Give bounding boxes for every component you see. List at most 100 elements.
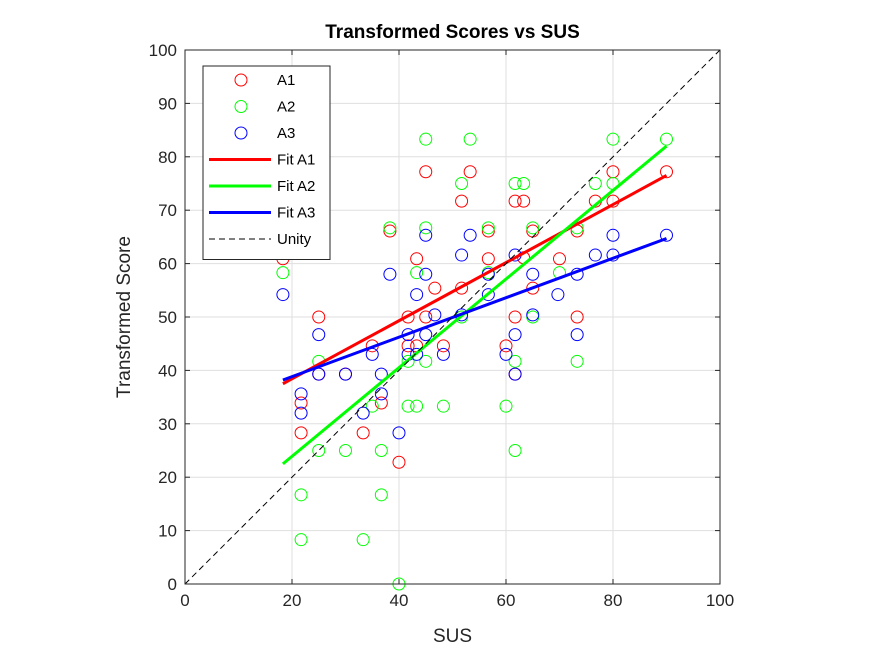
legend-swatch-a1 bbox=[234, 73, 248, 87]
x-axis-label: SUS bbox=[433, 626, 472, 647]
a3-point bbox=[419, 228, 433, 242]
a1-point bbox=[401, 310, 415, 324]
a3-point bbox=[410, 288, 424, 302]
y-tick-label: 70 bbox=[158, 201, 177, 220]
y-tick-label: 10 bbox=[158, 522, 177, 541]
a1-point bbox=[419, 310, 433, 324]
a2-point bbox=[374, 444, 388, 457]
a2-point bbox=[526, 221, 540, 235]
legend-label-a3: A3 bbox=[277, 125, 295, 142]
legend-label-a1: A1 bbox=[277, 72, 295, 89]
a1-point bbox=[570, 310, 584, 324]
a3-point bbox=[508, 367, 522, 381]
a1-point bbox=[294, 426, 308, 440]
a2-point bbox=[276, 266, 290, 280]
x-tick-label: 80 bbox=[604, 591, 623, 610]
a2-point bbox=[419, 354, 433, 368]
legend-swatch-a3 bbox=[234, 126, 248, 140]
a2-point bbox=[481, 221, 495, 235]
a3-point bbox=[463, 228, 477, 242]
a3-point bbox=[526, 308, 540, 322]
x-tick-label: 100 bbox=[706, 591, 734, 610]
a1-point bbox=[374, 396, 388, 410]
x-tick-label: 0 bbox=[180, 591, 189, 610]
a3-point bbox=[508, 328, 522, 342]
a1-point bbox=[312, 310, 326, 324]
grid bbox=[184, 49, 721, 585]
a3-point bbox=[499, 347, 513, 361]
a1-point bbox=[499, 339, 513, 353]
a1-point bbox=[517, 194, 531, 208]
a2-point bbox=[588, 177, 602, 190]
fit-a1-line bbox=[282, 174, 668, 386]
legend-label-fit-a2: Fit A2 bbox=[277, 178, 315, 195]
y-tick-label: 40 bbox=[158, 361, 177, 380]
a3-point bbox=[312, 328, 326, 342]
a1-point bbox=[526, 281, 540, 295]
axes: 0 20 40 60 80 100 0 10 20 30 40 50 60 70 80 90 100 bbox=[149, 41, 735, 610]
a2-point bbox=[410, 399, 424, 413]
a3-point bbox=[660, 228, 673, 242]
a2-point bbox=[401, 399, 415, 413]
chart-title: Transformed Scores vs SUS bbox=[325, 22, 580, 43]
a3-point bbox=[455, 248, 469, 262]
a3-point bbox=[374, 367, 388, 381]
a3-point bbox=[294, 387, 308, 401]
a3-point bbox=[436, 347, 450, 361]
a3-point bbox=[419, 267, 433, 281]
a3-point bbox=[606, 228, 620, 242]
a1-point bbox=[508, 194, 522, 208]
a3-point bbox=[356, 406, 370, 420]
y-tick-label: 50 bbox=[158, 308, 177, 327]
a2-point bbox=[570, 354, 584, 368]
a1-point bbox=[481, 224, 495, 238]
a3-point bbox=[276, 288, 290, 302]
a2-point bbox=[312, 444, 326, 457]
a1-point bbox=[428, 281, 442, 295]
a2-point bbox=[294, 533, 308, 547]
a2-point bbox=[606, 132, 620, 146]
a3-point bbox=[588, 248, 602, 262]
a3-point bbox=[392, 426, 406, 440]
a1-point bbox=[410, 252, 424, 266]
a1-point bbox=[455, 194, 469, 208]
a3-point bbox=[428, 308, 442, 322]
a2-point bbox=[374, 488, 388, 502]
legend-label-fit-a3: Fit A3 bbox=[277, 205, 315, 222]
fit-a3-line bbox=[282, 237, 668, 382]
a2-point bbox=[508, 444, 522, 457]
a2-point bbox=[455, 177, 469, 190]
y-tick-label: 0 bbox=[168, 575, 177, 594]
a3-point bbox=[481, 288, 495, 302]
a2-point bbox=[508, 177, 522, 190]
x-tick-label: 40 bbox=[390, 591, 409, 610]
a3-point bbox=[339, 367, 352, 381]
a2-point bbox=[410, 266, 424, 280]
a2-point bbox=[401, 354, 415, 368]
a2-point bbox=[508, 354, 522, 368]
legend-label-fit-a1: Fit A1 bbox=[277, 152, 315, 169]
y-tick-label: 100 bbox=[149, 41, 177, 60]
a2-point bbox=[365, 399, 379, 413]
a3-point bbox=[383, 267, 397, 281]
legend-label-unity: Unity bbox=[277, 231, 312, 248]
a2-point bbox=[436, 399, 450, 413]
y-tick-label: 80 bbox=[158, 148, 177, 167]
a2-point bbox=[419, 132, 433, 146]
y-tick-label: 30 bbox=[158, 415, 177, 434]
legend-label-a2: A2 bbox=[277, 99, 295, 116]
a2-point bbox=[419, 221, 433, 235]
a2-point bbox=[339, 444, 352, 457]
a3-point bbox=[374, 387, 388, 401]
a2-point bbox=[356, 533, 370, 547]
a1-point bbox=[481, 252, 495, 266]
a1-point bbox=[463, 165, 477, 179]
a3-point bbox=[410, 347, 424, 361]
a3-point bbox=[551, 288, 565, 302]
a3-point bbox=[570, 328, 584, 342]
y-tick-label: 90 bbox=[158, 94, 177, 113]
fit-a2-line bbox=[281, 144, 668, 466]
a3-point bbox=[294, 406, 308, 420]
a1-point bbox=[660, 165, 673, 179]
a1-point bbox=[401, 339, 415, 353]
